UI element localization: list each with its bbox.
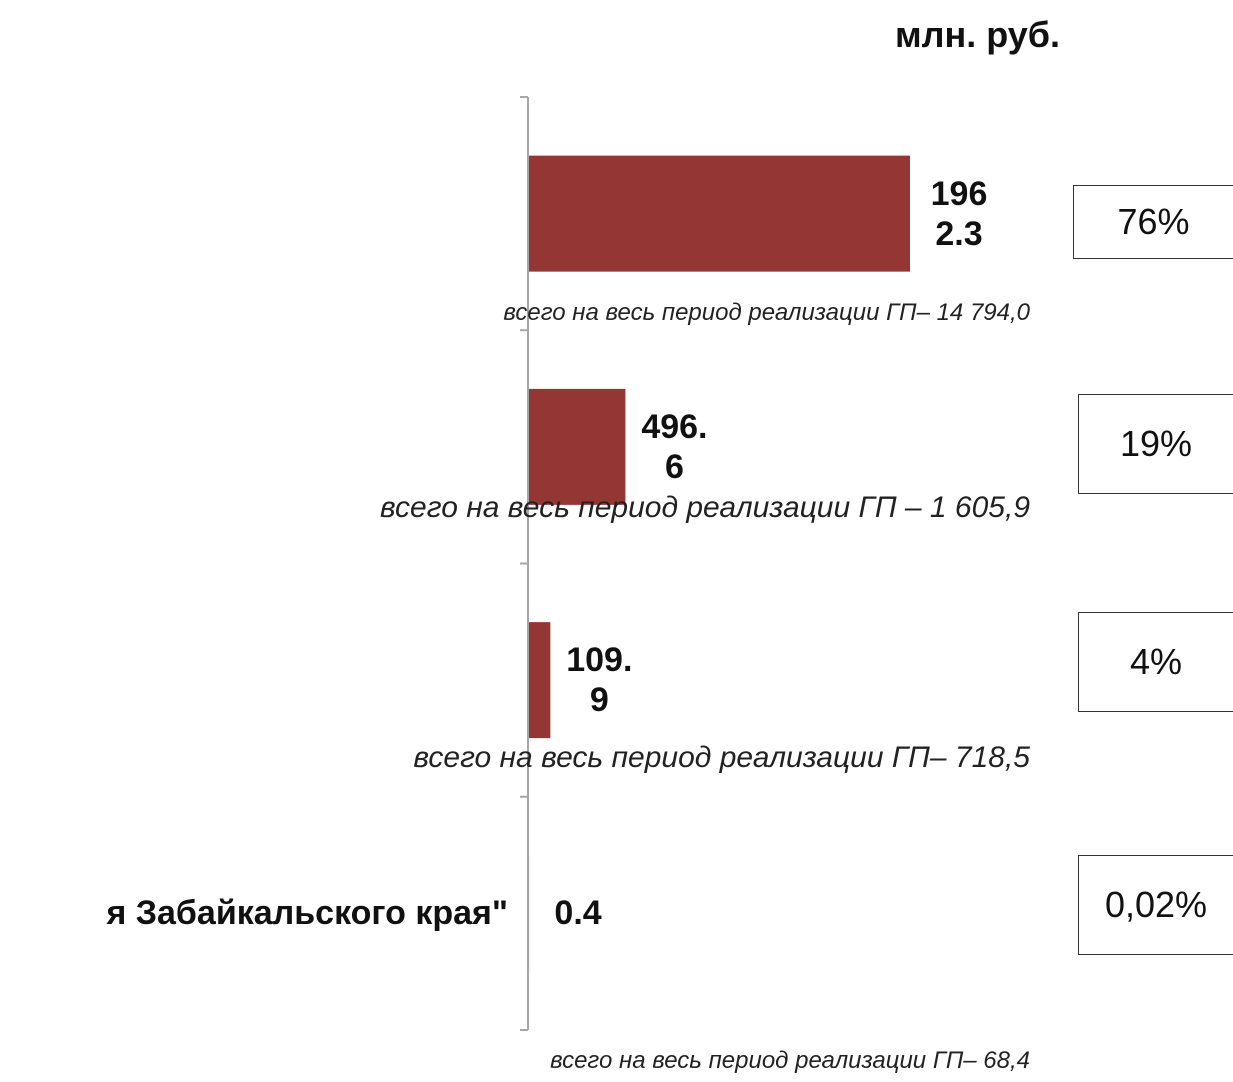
share-box: 19% xyxy=(1078,394,1233,494)
data-label: 496.6 xyxy=(633,407,715,487)
bar xyxy=(529,622,550,738)
annotation: всего на весь период реализации ГП – 1 6… xyxy=(306,487,1030,529)
data-label: 109.9 xyxy=(558,640,640,720)
bar xyxy=(529,156,910,272)
category-label: я Забайкальского края" xyxy=(106,894,508,933)
annotation: всего на весь период реализации ГП– 718,… xyxy=(306,737,1030,779)
share-box: 0,02% xyxy=(1078,855,1233,955)
share-box: 4% xyxy=(1078,612,1233,712)
data-label: 1962.3 xyxy=(918,174,1000,254)
data-label: 0.4 xyxy=(537,893,619,933)
annotation: всего на весь период реализации ГП– 14 7… xyxy=(250,292,1030,334)
share-box: 76% xyxy=(1073,185,1233,259)
